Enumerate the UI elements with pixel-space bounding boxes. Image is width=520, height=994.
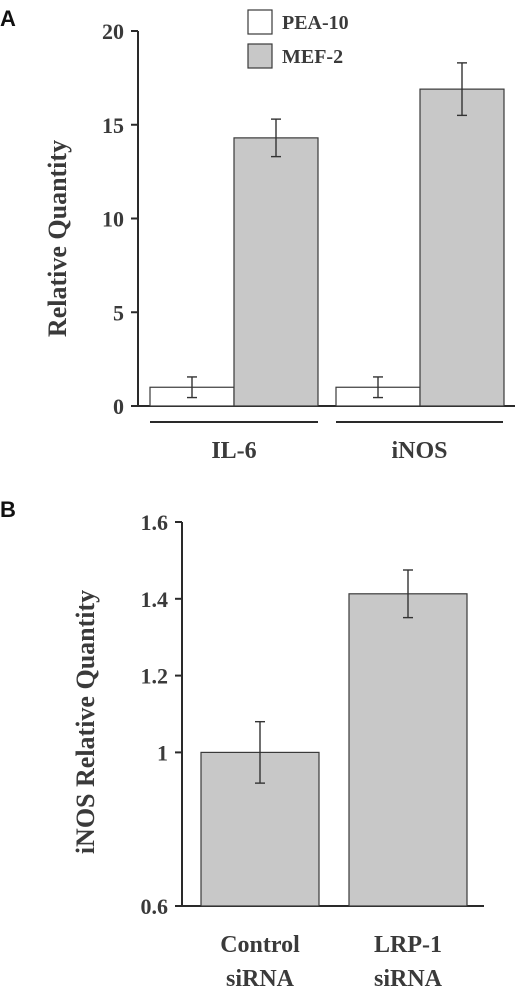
panel-b-category-label: LRP-1	[374, 932, 442, 958]
panel-b: B 0.6 1 1.2 1.4 1.6 Control siRNA LRP-1 siRNA iN…	[0, 497, 484, 992]
panel-b-axes: 0.6 1 1.2 1.4 1.6 Control siRNA LRP-1 siRNA	[141, 510, 484, 992]
panel-a-y-tick-label: 0	[113, 394, 124, 419]
panel-a-legend: PEA-10 MEF-2	[247, 9, 349, 69]
panel-a-y-tick-label: 10	[102, 207, 124, 232]
panel-b-category-label: siRNA	[374, 966, 443, 992]
panel-a-y-tick-label: 20	[102, 19, 124, 44]
panel-a-y-tick-label: 5	[113, 300, 124, 325]
panel-b-y-tick-label: 0.6	[141, 894, 169, 919]
panel-a-axes: 0 5 10 15 20 IL-6 iNOS	[102, 19, 515, 464]
panel-a-legend-label: MEF-2	[282, 46, 343, 68]
panel-b-bar	[348, 593, 468, 907]
panel-b-y-tick-label: 1.4	[141, 587, 169, 612]
panel-a-category-label: iNOS	[391, 438, 447, 464]
panel-b-y-tick-label: 1.2	[141, 664, 169, 689]
panel-b-bars	[200, 569, 468, 907]
panel-b-y-tick-label: 1	[157, 740, 168, 765]
panel-a-bar	[233, 137, 319, 407]
panel-b-letter: B	[0, 497, 16, 522]
panel-a-y-axis-label: Relative Quantity	[43, 140, 72, 337]
panel-a-y-tick-label: 15	[102, 113, 124, 138]
panel-a: A PEA-10 MEF-2 0 5 10 15 20 IL-6 iNOS Relative …	[0, 6, 515, 464]
panel-a-bar	[419, 88, 505, 407]
panel-b-y-axis-label: iNOS Relative Quantity	[71, 590, 100, 854]
panel-a-legend-label: PEA-10	[282, 12, 349, 34]
panel-a-category-label: IL-6	[211, 438, 256, 464]
panel-a-legend-swatch	[247, 9, 273, 35]
panel-a-letter: A	[0, 6, 16, 31]
panel-b-y-tick-label: 1.6	[141, 510, 169, 535]
panel-a-bars	[149, 62, 505, 407]
panel-b-category-label: siRNA	[226, 966, 295, 992]
panel-a-legend-swatch	[247, 43, 273, 69]
panel-b-category-label: Control	[220, 932, 300, 958]
